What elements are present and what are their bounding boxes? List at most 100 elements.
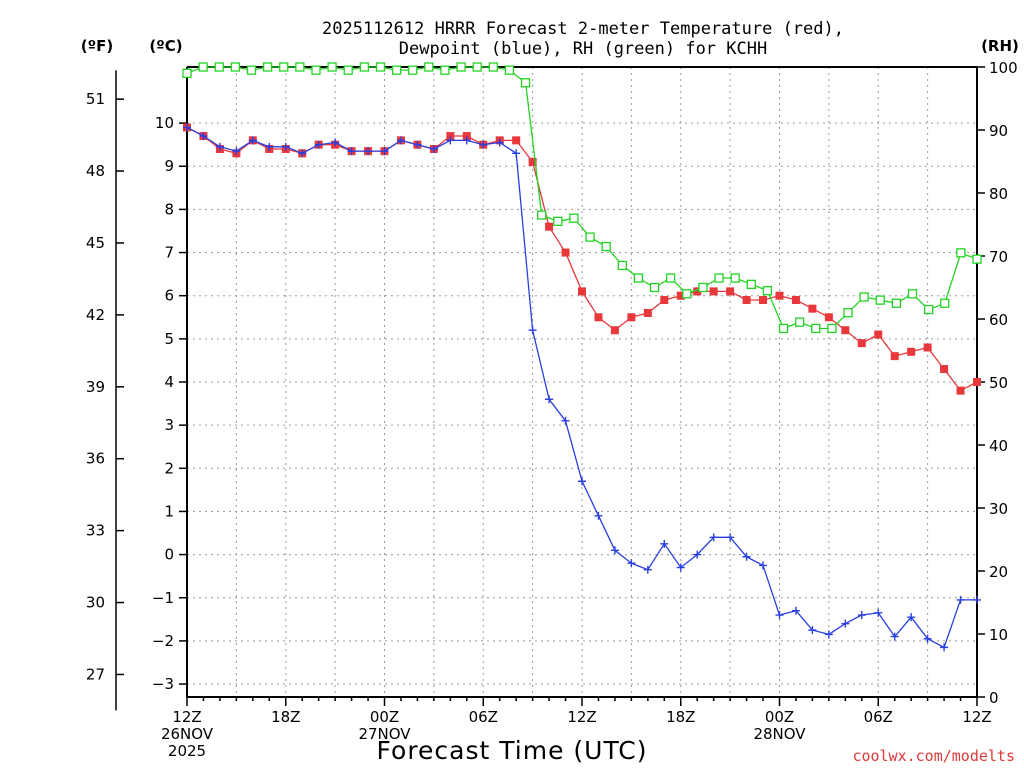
dewpoint-point [643, 565, 652, 574]
dewpoint-point [627, 559, 636, 568]
temperature-point [742, 296, 751, 305]
dewpoint-point [215, 142, 224, 151]
rh-point [182, 68, 192, 78]
rh-point [327, 62, 337, 72]
celsius-tick-label: 8 [164, 200, 174, 218]
dewpoint-point [726, 533, 735, 542]
rh-point [730, 273, 740, 283]
rh-point [923, 304, 934, 315]
dewpoint-point [462, 136, 471, 145]
rh-point [472, 62, 482, 72]
dewpoint-point [973, 595, 981, 604]
temperature-point [545, 222, 554, 231]
rh-point [907, 289, 918, 299]
rh-point [375, 62, 386, 72]
temperature-point [709, 287, 718, 296]
rh-tick-label: 70 [989, 248, 1008, 266]
dewpoint-point [528, 326, 537, 335]
rh-point [537, 210, 547, 220]
temperature-point [890, 352, 899, 361]
temperature-point [462, 132, 471, 141]
temperature-point [940, 365, 949, 374]
x-tick-label: 12Z [567, 708, 596, 726]
fahrenheit-tick-label: 30 [86, 594, 105, 612]
rh-point [488, 62, 498, 72]
rh-point [262, 62, 273, 72]
temperature-point [956, 386, 965, 395]
dewpoint-point [890, 632, 899, 641]
temperature-point [907, 347, 916, 356]
temperature-point [643, 308, 652, 317]
fahrenheit-tick-label: 42 [86, 306, 105, 324]
dewpoint-point [396, 136, 405, 145]
dewpoint-point [512, 149, 521, 158]
celsius-tick-label: 7 [164, 244, 174, 262]
celsius-tick-label: 9 [164, 157, 174, 175]
fahrenheit-tick-label: 27 [86, 665, 105, 683]
rh-point [246, 65, 257, 75]
dewpoint-point [281, 142, 290, 151]
dewpoint-point [331, 138, 340, 147]
x-tick-label: 00Z [765, 708, 794, 726]
rh-tick-label: 100 [989, 59, 1018, 77]
rh-point [633, 273, 644, 283]
rh-tick-label: 10 [989, 626, 1008, 644]
rh-point [649, 282, 660, 293]
dewpoint-point [545, 395, 554, 404]
dewpoint-point [594, 511, 603, 520]
dewpoint-point [265, 142, 274, 151]
x-tick-label: 27NOV [358, 725, 411, 743]
rh-point [440, 65, 450, 75]
dewpoint-point [660, 539, 669, 548]
celsius-tick-label: 4 [164, 373, 174, 391]
rh-point [343, 65, 353, 75]
temperature-point [693, 287, 702, 296]
x-tick-label: 28NOV [753, 725, 806, 743]
rh-point [682, 289, 692, 299]
fahrenheit-unit-label: (ºF) [81, 37, 113, 55]
dewpoint-point [759, 561, 768, 570]
dewpoint-point [183, 123, 191, 132]
rh-point [714, 273, 724, 283]
rh-tick-label: 20 [989, 563, 1008, 581]
x-axis-label: Forecast Time (UTC) [377, 736, 648, 765]
temperature-point [759, 296, 768, 305]
celsius-tick-label: 3 [164, 416, 174, 434]
rh-point [520, 78, 531, 88]
temperature-point [775, 291, 784, 300]
dewpoint-point [248, 136, 257, 145]
rh-tick-label: 80 [989, 185, 1008, 203]
temperature-point [841, 326, 850, 335]
temperature-point [446, 132, 455, 141]
dewpoint-point [874, 608, 883, 617]
celsius-tick-label: −3 [152, 675, 174, 693]
celsius-tick-label: −1 [152, 589, 174, 607]
rh-tick-label: 90 [989, 122, 1008, 140]
dewpoint-point [610, 546, 619, 555]
temperature-point [808, 304, 817, 313]
rh-point [778, 323, 789, 334]
rh-point [569, 213, 579, 223]
dewpoint-point [676, 563, 685, 572]
celsius-tick-label: −2 [152, 632, 174, 650]
rh-point [408, 65, 418, 75]
dewpoint-point [413, 140, 422, 149]
rh-point [504, 65, 515, 75]
rh-point [956, 248, 966, 258]
rh-point [795, 317, 805, 327]
celsius-tick-label: 2 [164, 459, 174, 477]
rh-tick-label: 30 [989, 500, 1008, 518]
rh-tick-label: 40 [989, 437, 1008, 455]
fahrenheit-tick-label: 48 [86, 162, 105, 180]
temperature-point [791, 296, 800, 305]
x-tick-label: 12Z [172, 708, 201, 726]
rh-point [553, 216, 563, 227]
rh-point [311, 65, 321, 75]
dewpoint-point [775, 611, 784, 620]
rh-point [940, 298, 950, 308]
x-tick-label: 18Z [271, 708, 300, 726]
dewpoint-point [940, 643, 949, 652]
dewpoint-point [364, 147, 373, 156]
